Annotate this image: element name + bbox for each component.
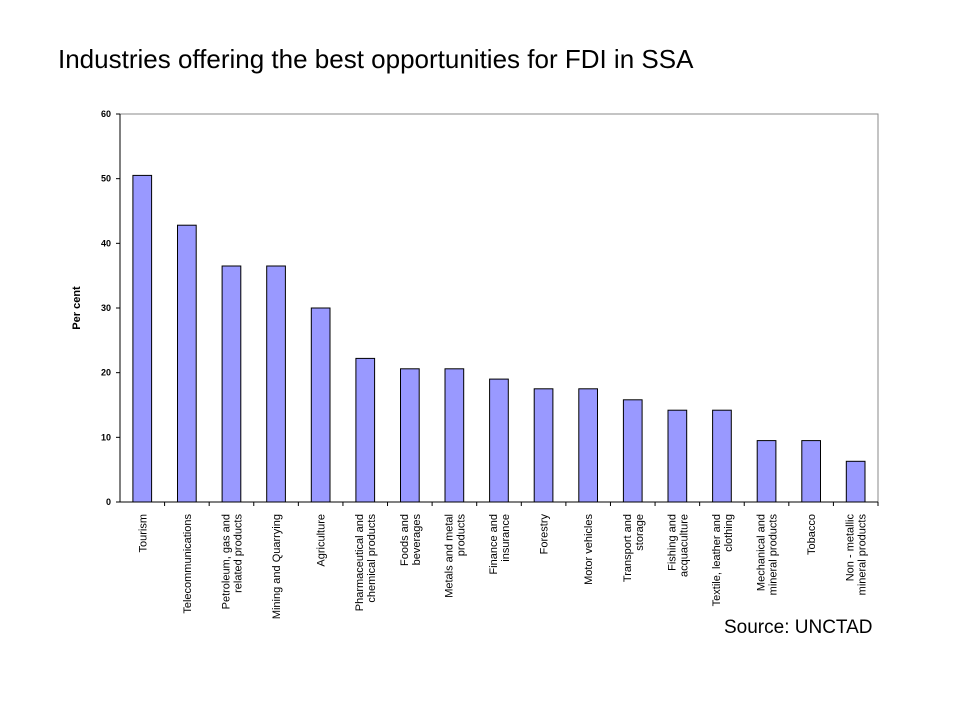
bar	[801, 440, 821, 503]
x-tick-labels: Tourism Telecommunications Petroleum, gas …	[137, 502, 879, 619]
source-note: Source: UNCTAD	[722, 617, 875, 639]
bar	[622, 399, 643, 503]
x-tick-label: products	[455, 514, 467, 557]
x-tick-label: Mechanical and	[756, 514, 768, 591]
bar	[533, 388, 554, 503]
y-tick-label: 10	[101, 432, 111, 442]
x-tick-label: Agriculture	[316, 514, 328, 567]
x-tick-label: Tobacco	[806, 514, 818, 555]
y-tick-label: 50	[101, 174, 111, 184]
bar	[712, 409, 732, 503]
x-tick-label: Textile, leather and	[711, 514, 723, 606]
x-tick-label: Motor vehicles	[583, 514, 595, 585]
x-tick-label: clothing	[723, 514, 735, 552]
x-tick-label: mineral products	[857, 514, 869, 596]
bar	[177, 224, 197, 503]
y-tick-label: 0	[106, 497, 111, 507]
x-tick-label: Non - metallic	[845, 514, 857, 582]
chart-container: 0 10 20 30 40 50 60 Tourism Telecommunications P…	[66, 98, 886, 650]
bar	[355, 357, 376, 503]
bar	[132, 174, 153, 503]
x-tick-label: Petroleum, gas and	[221, 514, 233, 609]
bar	[444, 368, 465, 503]
bar	[310, 307, 331, 503]
x-tick-label: Forestry	[539, 514, 551, 555]
x-tick-label: Telecommunications	[182, 514, 194, 614]
bar	[756, 440, 777, 503]
x-tick-label: storage	[634, 514, 646, 551]
x-tick-label: acquaculture	[678, 514, 690, 577]
y-tick-label: 20	[101, 368, 111, 378]
x-tick-label: Mining and Quarrying	[271, 514, 283, 619]
x-tick-label: Tourism	[137, 514, 149, 553]
bar	[667, 409, 688, 503]
x-tick-label: Pharmaceutical and	[354, 514, 366, 611]
bar	[845, 460, 866, 503]
bar	[266, 265, 286, 503]
y-tick-label: 40	[101, 238, 111, 248]
bar	[489, 378, 509, 503]
bar	[221, 265, 242, 503]
x-tick-label: related products	[233, 514, 245, 593]
x-tick-label: Foods and	[399, 514, 411, 566]
x-tick-label: Fishing and	[666, 514, 678, 571]
x-tick-label: chemical products	[366, 514, 378, 603]
bar-chart: 0 10 20 30 40 50 60 Tourism Telecommunications P…	[71, 109, 879, 619]
x-tick-label: beverages	[411, 514, 423, 566]
x-tick-label: insurance	[500, 514, 512, 562]
x-tick-label: mineral products	[768, 514, 780, 596]
x-tick-label: Transport and	[622, 514, 634, 582]
bar	[578, 388, 598, 503]
bars	[132, 174, 866, 503]
y-axis-label: Per cent	[71, 286, 83, 330]
page-title: Industries offering the best opportuniti…	[58, 44, 694, 74]
bar	[400, 368, 420, 503]
x-tick-label: Metals and metal	[443, 514, 455, 598]
y-tick-label: 60	[101, 109, 111, 119]
x-tick-label: Finance and	[488, 514, 500, 575]
y-tick-label: 30	[101, 303, 111, 313]
